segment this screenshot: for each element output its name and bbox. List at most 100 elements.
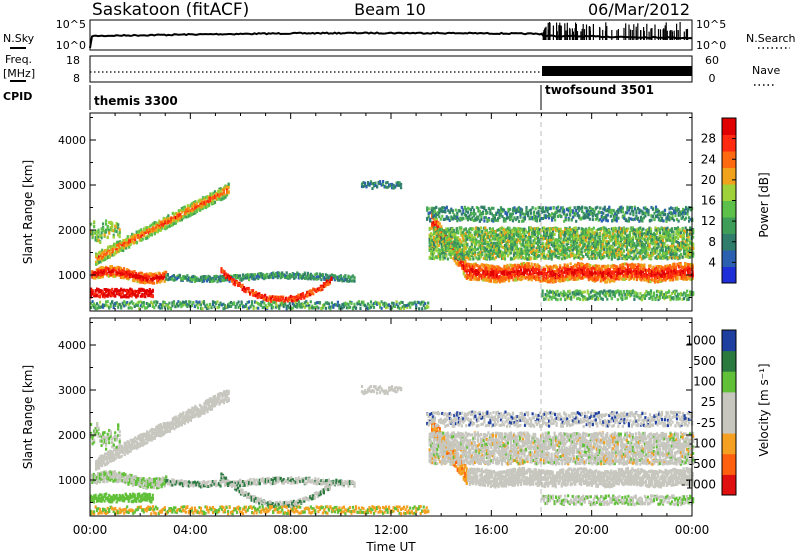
echo-cell	[276, 295, 279, 299]
echo-cell	[452, 228, 455, 232]
echo-cell	[192, 205, 195, 209]
echo-cell	[216, 306, 219, 310]
echo-cell	[366, 183, 370, 186]
echo-cell	[202, 279, 206, 283]
echo-cell	[246, 287, 249, 290]
nsky-tick-bottom: 10^0	[56, 39, 86, 52]
echo-cell	[369, 305, 373, 309]
echo-cell	[165, 216, 168, 220]
echo-cell	[189, 300, 192, 304]
echo-cell	[170, 222, 173, 226]
echo-cell	[92, 271, 95, 275]
echo-cell	[227, 305, 230, 309]
echo-cell	[204, 195, 208, 199]
echo-cell	[123, 239, 126, 242]
echo-cell	[153, 229, 156, 233]
echo-cell	[372, 184, 376, 188]
echo-cell	[230, 305, 233, 308]
echo-cell	[156, 226, 159, 230]
echo-cell	[303, 273, 306, 276]
echo-cell	[213, 279, 216, 283]
echo-cell	[243, 289, 246, 293]
echo-cell	[379, 182, 382, 185]
echo-cell	[142, 280, 145, 284]
echo-cell	[91, 232, 94, 236]
echo-cell	[395, 300, 398, 304]
echo-cell	[124, 303, 127, 307]
echo-cell	[103, 288, 106, 291]
echo-cell	[137, 272, 141, 276]
echo-cell	[108, 288, 111, 292]
echo-cell	[389, 184, 392, 188]
echo-cell	[126, 236, 129, 240]
echo-cell	[125, 238, 128, 242]
echo-cell	[168, 218, 171, 222]
echo-cell	[104, 249, 107, 253]
echo-cell	[385, 302, 388, 306]
echo-cell	[95, 252, 98, 256]
echo-cell	[179, 218, 182, 222]
freq-label-2: [MHz]	[3, 67, 35, 80]
echo-cell	[285, 296, 288, 300]
echo-cell	[466, 243, 469, 247]
echo-cell	[219, 189, 223, 193]
echo-cell	[90, 230, 93, 234]
echo-cell	[210, 196, 214, 200]
echo-cell	[218, 189, 221, 193]
echo-cell	[156, 300, 159, 304]
echo-cell	[96, 236, 99, 240]
echo-cell	[205, 279, 209, 283]
echo-cell	[122, 249, 125, 253]
echo-cell	[377, 180, 380, 184]
echo-cell	[144, 227, 147, 231]
echo-cell	[146, 280, 150, 284]
echo-cell	[97, 231, 100, 235]
echo-cell	[98, 257, 101, 261]
echo-cell	[242, 273, 245, 277]
echo-cell	[339, 274, 342, 278]
echo-cell	[169, 307, 172, 310]
echo-cell	[162, 272, 165, 276]
echo-cell	[143, 276, 147, 280]
echo-cell	[131, 237, 134, 241]
echo-cell	[118, 235, 121, 239]
echo-cell	[208, 280, 212, 283]
echo-cell	[227, 182, 230, 186]
echo-cell	[186, 204, 189, 208]
echo-cell	[177, 214, 180, 217]
echo-cell	[124, 293, 127, 297]
echo-cell	[326, 275, 329, 279]
echo-cell	[260, 274, 263, 278]
echo-cell	[237, 276, 240, 280]
echo-cell	[153, 231, 156, 235]
echo-cell	[165, 218, 168, 222]
echo-cell	[168, 301, 171, 305]
echo-cell	[357, 302, 361, 305]
echo-cell	[218, 194, 221, 198]
echo-cell	[108, 291, 111, 295]
echo-cell	[309, 272, 312, 276]
echo-cell	[134, 236, 137, 240]
echo-cell	[175, 304, 178, 308]
echo-cell	[181, 277, 184, 281]
echo-cell	[91, 289, 94, 292]
echo-cell	[252, 289, 255, 293]
echo-cell	[324, 284, 327, 288]
echo-cell	[324, 282, 327, 286]
echo-cell	[126, 235, 129, 239]
echo-cell	[208, 303, 212, 307]
echo-cell	[225, 278, 228, 282]
echo-cell	[166, 273, 169, 276]
echo-cell	[162, 276, 165, 280]
echo-cell	[172, 302, 175, 306]
freq-label-1: Freq.	[5, 53, 32, 66]
echo-cell	[136, 294, 139, 298]
echo-cell	[119, 240, 122, 244]
echo-cell	[122, 244, 125, 248]
echo-cell	[146, 275, 150, 279]
echo-cell	[210, 202, 214, 206]
echo-cell	[255, 275, 258, 279]
echo-cell	[270, 306, 273, 310]
echo-cell	[198, 199, 202, 203]
echo-cell	[236, 276, 239, 280]
